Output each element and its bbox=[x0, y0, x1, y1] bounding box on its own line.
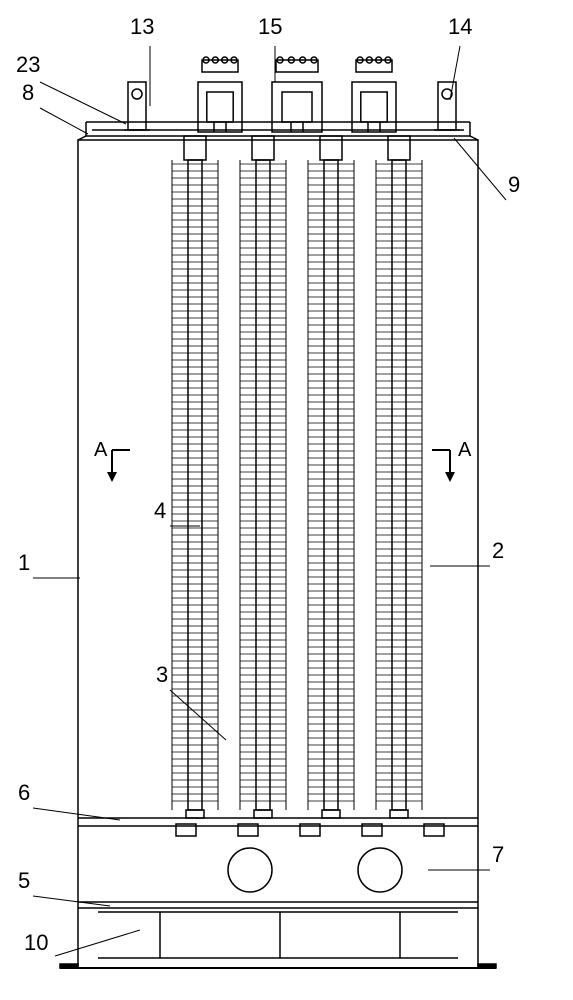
svg-text:1: 1 bbox=[18, 550, 30, 575]
svg-text:10: 10 bbox=[24, 930, 48, 955]
svg-text:6: 6 bbox=[18, 780, 30, 805]
svg-text:4: 4 bbox=[154, 498, 166, 523]
svg-text:14: 14 bbox=[448, 14, 472, 39]
technical-drawing: AA1234567891013141523 bbox=[0, 0, 573, 1000]
svg-text:7: 7 bbox=[492, 842, 504, 867]
svg-text:9: 9 bbox=[508, 172, 520, 197]
svg-text:2: 2 bbox=[492, 538, 504, 563]
svg-text:23: 23 bbox=[16, 52, 40, 77]
svg-text:5: 5 bbox=[18, 868, 30, 893]
svg-text:8: 8 bbox=[22, 80, 34, 105]
svg-text:13: 13 bbox=[130, 14, 154, 39]
svg-text:3: 3 bbox=[156, 662, 168, 687]
svg-text:15: 15 bbox=[258, 14, 282, 39]
svg-text:A: A bbox=[94, 439, 108, 461]
svg-text:A: A bbox=[458, 439, 472, 461]
